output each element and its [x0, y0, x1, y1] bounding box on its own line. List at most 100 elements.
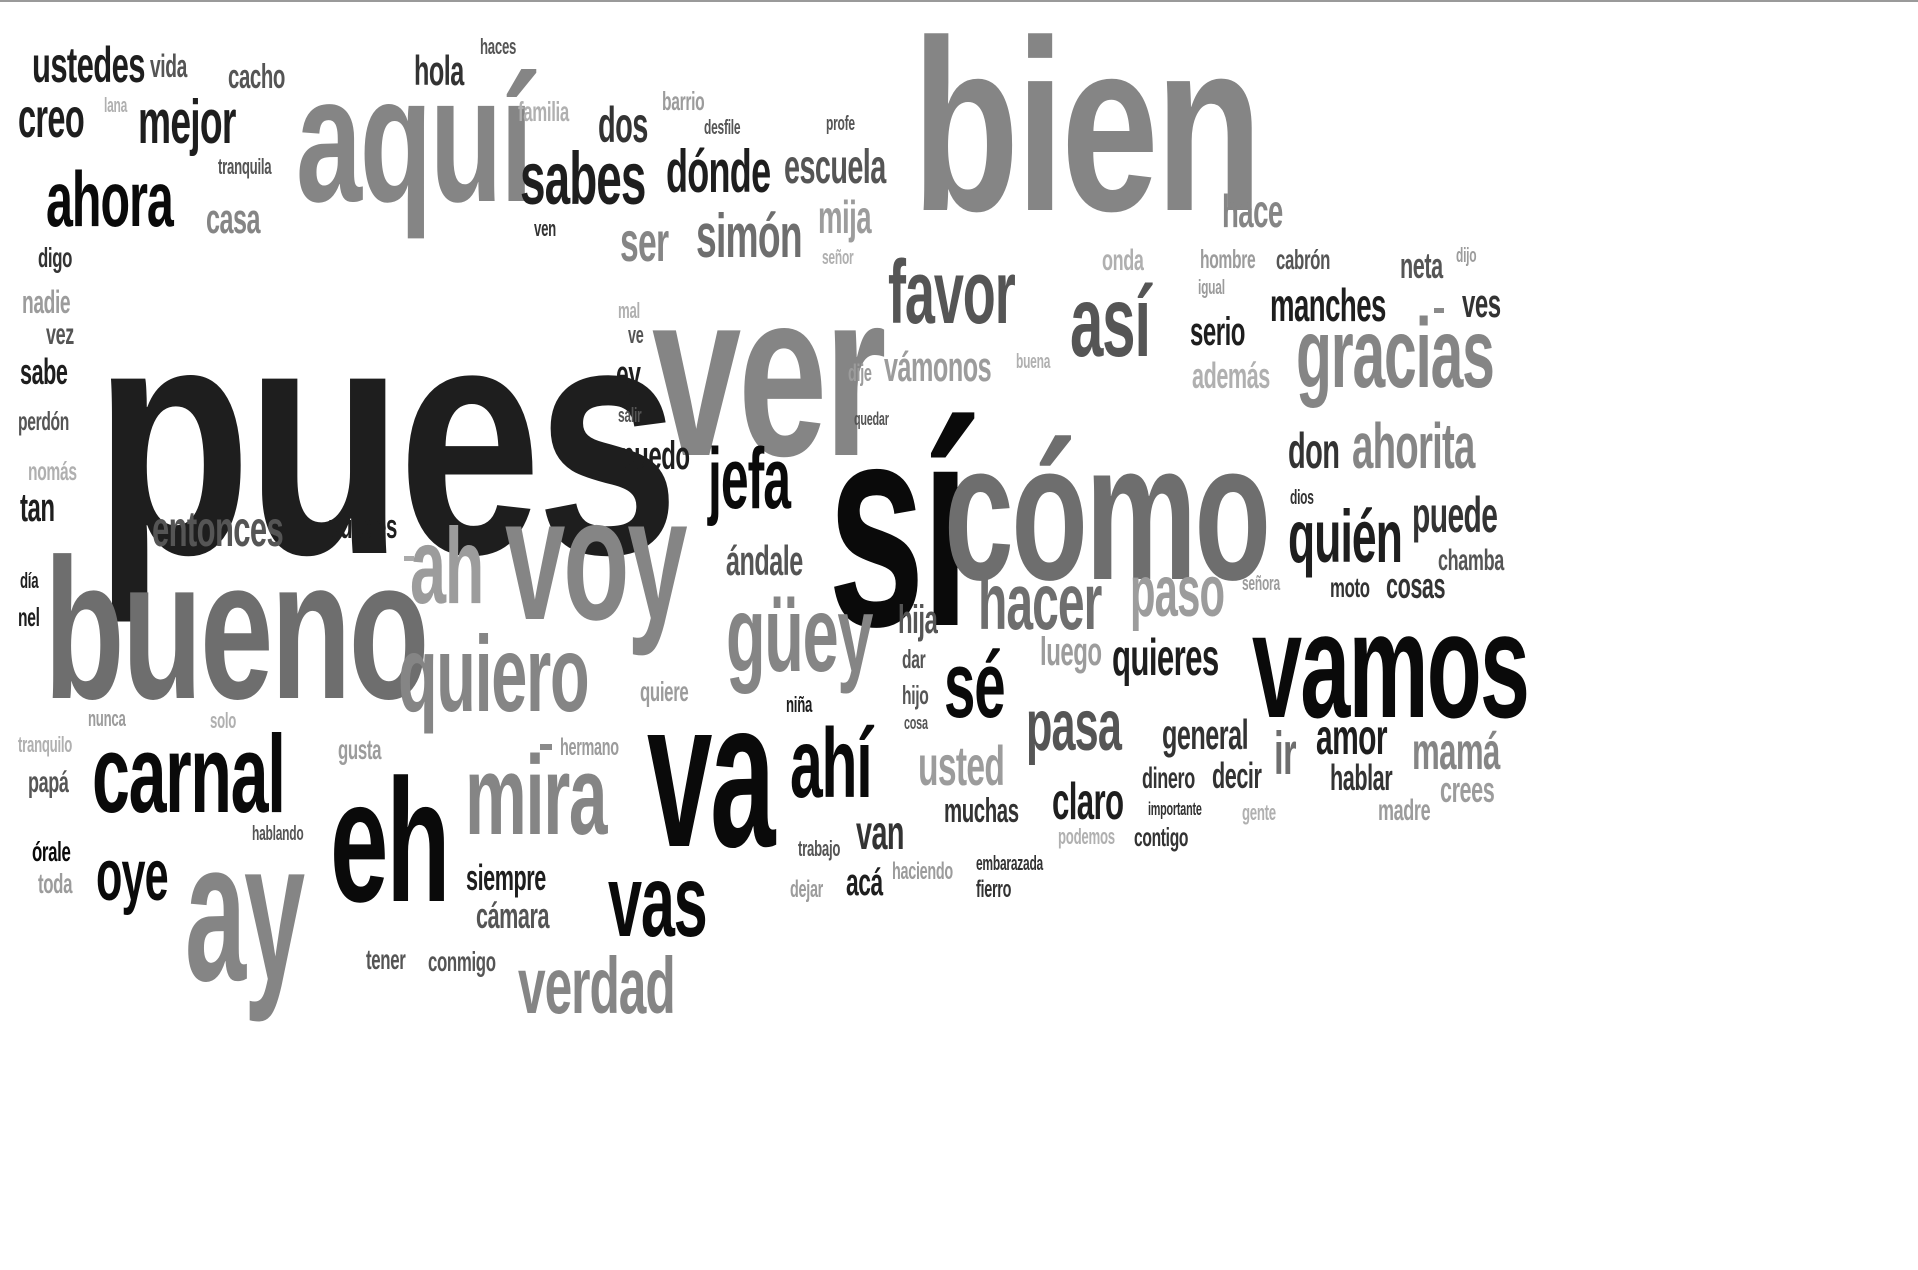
word-casa: casa [206, 195, 261, 242]
word-aca: acá [846, 862, 883, 904]
word-haces: haces [480, 34, 517, 59]
word-mama: mamá [1412, 723, 1500, 781]
word-buena: buena [1016, 351, 1051, 373]
word-como: cómo [944, 402, 1271, 621]
word-gracias: gracias [1296, 298, 1495, 408]
word-ser: ser [620, 210, 669, 273]
word-conmigo: conmigo [428, 946, 496, 977]
word-va: va [647, 656, 775, 891]
word-barrio: barrio [662, 86, 705, 116]
word-ahora: ahora [46, 155, 174, 243]
word-puedes: puedes [328, 508, 397, 546]
word-ir: ir [1274, 720, 1297, 787]
word-hacer: hacer [978, 557, 1102, 646]
word-ves: ves [1462, 282, 1501, 326]
word-ve: ve [628, 322, 644, 349]
decor-dash-3 [404, 556, 414, 561]
word-usted: usted [918, 734, 1005, 797]
word-ah: ah [410, 505, 484, 626]
word-hijo: hijo [902, 680, 929, 710]
word-moto: moto [1330, 572, 1370, 603]
word-sabe: sabe [20, 351, 68, 392]
word-papa: papá [28, 766, 69, 799]
word-podemos: podemos [1058, 824, 1115, 849]
word-hombre: hombre [1200, 244, 1256, 274]
word-vida: vida [150, 48, 187, 84]
word-cabron: cabrón [1276, 244, 1330, 275]
word-cacho: cacho [228, 58, 285, 96]
word-igual: igual [1198, 277, 1225, 299]
word-muchas: muchas [944, 792, 1019, 830]
word-perdon: perdón [18, 406, 69, 436]
word-familia: familia [518, 96, 569, 127]
word-dia: día [20, 568, 39, 593]
word-serio: serio [1190, 310, 1245, 354]
word-entonces: entonces [152, 501, 284, 557]
word-nina: niña [786, 692, 813, 717]
word-orale: órale [32, 836, 71, 867]
word-tan: tan [20, 486, 55, 530]
word-digo: digo [38, 242, 73, 273]
word-hija: hija [898, 598, 938, 642]
word-desfile: desfile [704, 117, 741, 139]
word-voy: voy [505, 462, 688, 657]
word-tener: tener [366, 944, 406, 975]
word-mija: mija [818, 191, 872, 243]
word-gente: gente [1242, 800, 1276, 825]
word-amor: amor [1316, 709, 1388, 765]
word-ey: ey [616, 354, 641, 396]
word-haciendo: haciendo [892, 858, 953, 885]
word-hablar: hablar [1330, 757, 1393, 798]
word-verdad: verdad [518, 941, 676, 1030]
word-onda: onda [1102, 244, 1144, 277]
word-crees: crees [1440, 769, 1495, 810]
word-ay: ay [185, 800, 305, 1023]
word-cosa: cosa [904, 713, 928, 733]
word-cosas: cosas [1386, 565, 1446, 606]
word-decir: decir [1212, 755, 1262, 796]
word-asi: así [1070, 266, 1151, 378]
word-tranquilo: tranquilo [18, 732, 73, 757]
word-pasa: pasa [1026, 686, 1122, 766]
word-favor: favor [888, 243, 1016, 343]
word-dejar: dejar [790, 876, 823, 903]
word-tranquila: tranquila [218, 154, 272, 179]
word-senora: señora [1242, 573, 1280, 595]
word-contigo: contigo [1134, 822, 1189, 852]
word-ahorita: ahorita [1352, 410, 1475, 482]
word-se: sé [944, 632, 1006, 737]
word-chamba: chamba [1438, 544, 1504, 577]
word-hermano: hermano [560, 734, 619, 761]
word-bien: bien [912, 0, 1263, 262]
word-hablando: hablando [252, 823, 304, 845]
word-donde: dónde [666, 138, 771, 205]
word-vamonos: vámonos [884, 343, 992, 390]
word-pues: pues [94, 254, 679, 623]
word-nunca: nunca [88, 706, 126, 731]
word-fierro: fierro [976, 876, 1012, 903]
word-nel: nel [18, 602, 40, 632]
word-toda: toda [38, 868, 73, 899]
word-vez: vez [46, 318, 74, 351]
word-dios: dios [1290, 487, 1314, 509]
word-mira: mira [465, 733, 608, 858]
word-oye: oye [96, 836, 169, 916]
word-van: van [856, 807, 904, 860]
word-vamos: vamos [1252, 581, 1530, 749]
word-eh: eh [330, 744, 450, 939]
word-carnal: carnal [92, 713, 286, 836]
word-aqui: aquí [296, 39, 533, 240]
word-nadie: nadie [22, 284, 71, 320]
word-importante: importante [1148, 799, 1202, 819]
word-si: sí [828, 363, 970, 687]
word-dije: dije [848, 360, 872, 387]
word-dijo: dijo [1456, 245, 1477, 267]
word-puede: puede [1412, 487, 1498, 543]
word-siempre: siempre [466, 857, 546, 898]
word-ahi: ahí [790, 708, 873, 818]
word-quien: quién [1288, 495, 1403, 578]
word-guey: güey [726, 573, 873, 694]
word-gusta: gusta [338, 734, 382, 765]
word-luego: luego [1040, 630, 1102, 674]
